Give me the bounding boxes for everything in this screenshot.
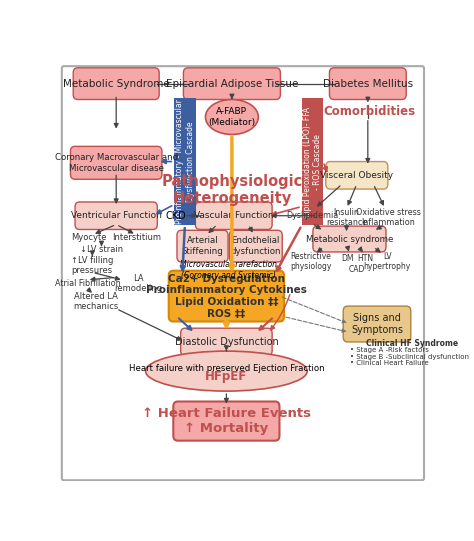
Text: Metabolic syndrome: Metabolic syndrome <box>306 235 393 243</box>
Text: Ventricular Function: Ventricular Function <box>71 211 162 220</box>
Text: Clinical HF Syndrome: Clinical HF Syndrome <box>366 339 458 348</box>
FancyBboxPatch shape <box>62 66 424 480</box>
Ellipse shape <box>146 351 307 391</box>
Text: LA
remodeling: LA remodeling <box>114 274 162 293</box>
Text: HFpEF: HFpEF <box>205 370 247 383</box>
Text: Dyslipidemia: Dyslipidemia <box>286 211 338 220</box>
FancyBboxPatch shape <box>73 68 159 100</box>
FancyBboxPatch shape <box>326 162 388 189</box>
Text: CKD: CKD <box>165 210 186 221</box>
FancyBboxPatch shape <box>343 306 411 342</box>
FancyBboxPatch shape <box>75 202 157 229</box>
Text: Microvascular rarefaction
(Coronary and Systemic): Microvascular rarefaction (Coronary and … <box>180 260 277 280</box>
Text: Metabolic Syndrome: Metabolic Syndrome <box>63 78 170 89</box>
Text: Lipid Peroxidation (LPO)- FFA
- ROS Cascade: Lipid Peroxidation (LPO)- FFA - ROS Casc… <box>303 107 322 217</box>
Text: Signs and
Symptoms: Signs and Symptoms <box>351 313 403 335</box>
Text: Atrial Fibrillation: Atrial Fibrillation <box>55 279 120 288</box>
Text: Interstitium: Interstitium <box>112 233 161 242</box>
Text: ↓LV strain: ↓LV strain <box>80 245 123 254</box>
Text: ↑LV filling
pressures: ↑LV filling pressures <box>71 256 113 275</box>
Text: Ca2+ Dysregulation
Proinflammatory Cytokines
Lipid Oxidation ‡‡
ROS ‡‡: Ca2+ Dysregulation Proinflammatory Cytok… <box>146 274 307 319</box>
Text: • Clinical Heart Failure: • Clinical Heart Failure <box>350 360 429 366</box>
Text: Myocyte: Myocyte <box>72 233 107 242</box>
FancyBboxPatch shape <box>301 98 323 225</box>
FancyBboxPatch shape <box>173 401 280 441</box>
Text: A-FABP
(Mediator): A-FABP (Mediator) <box>209 107 255 127</box>
Text: Epicardial Adipose Tissue: Epicardial Adipose Tissue <box>166 78 298 89</box>
Text: Visceral Obesity: Visceral Obesity <box>320 171 393 180</box>
FancyBboxPatch shape <box>313 226 386 252</box>
Text: Diabetes Mellitus: Diabetes Mellitus <box>323 78 413 89</box>
Text: HTN: HTN <box>357 254 373 263</box>
Text: • Stage B -Subclinical dysfunction: • Stage B -Subclinical dysfunction <box>350 353 469 360</box>
Text: Diastolic Dysfunction: Diastolic Dysfunction <box>174 337 278 347</box>
Text: LV
hypertrophy: LV hypertrophy <box>364 252 411 271</box>
Text: Heart failure with preserved Ejection Fraction: Heart failure with preserved Ejection Fr… <box>128 364 324 373</box>
FancyBboxPatch shape <box>174 98 196 225</box>
Text: Comorbidities: Comorbidities <box>324 105 416 118</box>
FancyBboxPatch shape <box>195 202 272 229</box>
FancyBboxPatch shape <box>71 147 162 179</box>
Ellipse shape <box>205 100 258 135</box>
FancyBboxPatch shape <box>229 230 282 262</box>
FancyBboxPatch shape <box>181 328 272 355</box>
Text: CAD: CAD <box>348 266 365 274</box>
Text: Insulin
resistance: Insulin resistance <box>326 208 367 227</box>
FancyBboxPatch shape <box>177 230 228 262</box>
Text: Pathophysiologic
Heterogeneity: Pathophysiologic Heterogeneity <box>161 174 302 206</box>
FancyBboxPatch shape <box>169 270 284 321</box>
Text: Endothelial
dysfunction: Endothelial dysfunction <box>230 236 281 256</box>
Text: Vascular Function: Vascular Function <box>194 211 273 220</box>
Text: Oxidative stress
Inflammation: Oxidative stress Inflammation <box>356 208 420 227</box>
FancyBboxPatch shape <box>183 68 281 100</box>
Text: Arterial
Stiffening: Arterial Stiffening <box>182 236 223 256</box>
Text: Restrictive
physiology: Restrictive physiology <box>290 252 332 271</box>
Text: • Stage A -Risk factors: • Stage A -Risk factors <box>350 347 429 353</box>
FancyBboxPatch shape <box>329 68 406 100</box>
Text: Proinflammatory - Microvascular
Dysfunction Cascade: Proinflammatory - Microvascular Dysfunct… <box>175 100 195 224</box>
Text: DM: DM <box>341 254 354 263</box>
Text: ↑ Heart Failure Events
↑ Mortality: ↑ Heart Failure Events ↑ Mortality <box>142 407 311 435</box>
Text: Coronary Macrovascular and
Microvascular disease: Coronary Macrovascular and Microvascular… <box>55 153 178 173</box>
Text: Altered LA
mechanics: Altered LA mechanics <box>73 292 118 311</box>
